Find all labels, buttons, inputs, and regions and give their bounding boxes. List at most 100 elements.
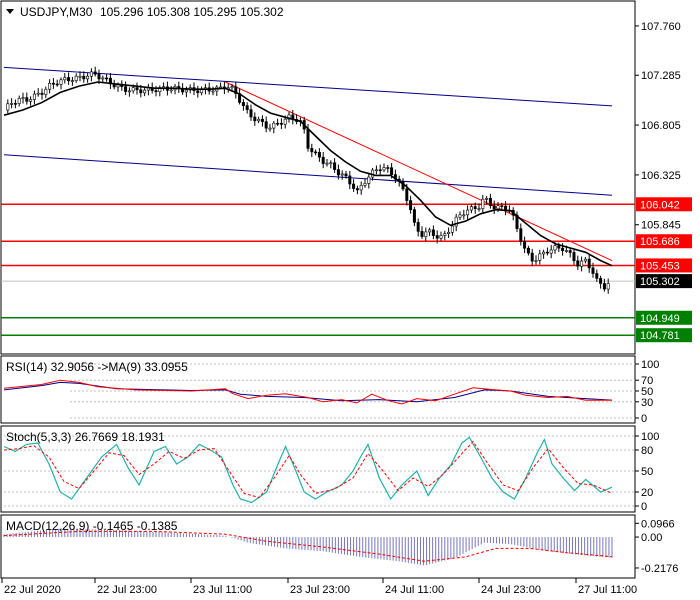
- time-axis-label: 24 Jul 11:00: [385, 584, 444, 596]
- candle-body: [390, 167, 394, 175]
- candle-body: [97, 73, 101, 80]
- level-price-label: 106.042: [640, 199, 680, 211]
- moving-average-line: [3, 81, 613, 267]
- candle-body: [359, 185, 363, 191]
- candle-body: [51, 82, 55, 85]
- candle-body: [6, 103, 10, 111]
- candle-body: [139, 89, 143, 94]
- candle-body: [74, 75, 78, 81]
- rsi-axis-tick-label: 30: [641, 397, 653, 409]
- candle-body: [557, 245, 561, 249]
- current-price-box: [636, 274, 692, 289]
- candle-body: [154, 90, 158, 93]
- candle-body: [249, 109, 253, 118]
- candle-body: [526, 247, 530, 254]
- rsi-panel[interactable]: [0, 355, 636, 424]
- candle-body: [458, 214, 462, 218]
- candle-body: [435, 235, 439, 239]
- candle-body: [580, 260, 584, 267]
- stoch-axis-tick-label: 100: [641, 431, 659, 443]
- candle-body: [131, 87, 135, 92]
- level-price-box: [636, 234, 692, 249]
- candle-body: [344, 173, 348, 177]
- candle-body: [443, 233, 447, 236]
- candle-body: [135, 87, 139, 91]
- stoch-axis-tick-label: 50: [641, 466, 653, 478]
- candle-body: [488, 198, 492, 207]
- current-price-label: 105.302: [640, 276, 680, 288]
- candle-body: [572, 252, 576, 262]
- candle-body: [36, 92, 40, 95]
- price-axis-tick-label: 105.845: [641, 220, 681, 232]
- candle-body: [333, 162, 337, 170]
- level-price-box: [636, 197, 692, 212]
- candle-body: [450, 225, 454, 233]
- rsi-axis-tick-label: 100: [641, 359, 659, 371]
- candle-body: [306, 128, 310, 149]
- candle-body: [428, 229, 432, 233]
- candle-body: [67, 77, 71, 82]
- candle-body: [568, 250, 572, 253]
- candle-body: [59, 79, 63, 85]
- channel-lower-line: [3, 154, 613, 196]
- time-axis-label: 22 Jul 23:00: [97, 584, 157, 596]
- candle-body: [363, 183, 367, 186]
- candle-body: [196, 90, 200, 94]
- candle-body: [10, 103, 14, 105]
- level-price-label: 105.686: [640, 236, 680, 248]
- candle-body: [431, 229, 435, 236]
- stoch-label: Stoch(5,3,3) 26.7669 18.1931: [6, 430, 165, 444]
- trend-line: [225, 81, 613, 262]
- candle-body: [439, 235, 443, 239]
- level-price-label: 104.781: [640, 330, 680, 342]
- time-axis-label: 23 Jul 11:00: [193, 584, 252, 596]
- candle-body: [519, 228, 523, 242]
- candle-body: [283, 118, 287, 125]
- macd-signal-line: [3, 530, 613, 562]
- price-axis-tick-label: 106.805: [641, 120, 681, 132]
- candle-body: [329, 162, 333, 165]
- level-price-box: [636, 258, 692, 273]
- candle-body: [549, 249, 553, 254]
- candle-body: [561, 247, 565, 251]
- candle-body: [317, 152, 321, 158]
- candle-body: [230, 86, 234, 89]
- main-panel[interactable]: [0, 0, 636, 355]
- candle-body: [44, 88, 48, 95]
- candle-body: [264, 121, 268, 129]
- stoch-axis-tick-label: 20: [641, 487, 653, 499]
- candle-body: [466, 209, 470, 216]
- ohlc-values: 105.296 105.308 105.295 105.302: [100, 5, 284, 19]
- level-price-label: 105.453: [640, 260, 680, 272]
- candle-body: [55, 83, 59, 86]
- rsi-axis-tick-label: 0: [641, 413, 647, 425]
- candle-body: [454, 216, 458, 227]
- candle-body: [587, 258, 591, 269]
- candle-body: [234, 86, 238, 94]
- candle-body: [40, 92, 44, 95]
- triangle-down-icon[interactable]: [6, 9, 14, 14]
- candle-body: [591, 267, 595, 274]
- candle-body: [412, 209, 416, 223]
- candle-body: [462, 214, 466, 217]
- level-price-box: [636, 328, 692, 343]
- candle-body: [29, 99, 33, 102]
- candle-body: [473, 206, 477, 209]
- candle-body: [606, 283, 610, 290]
- candle-body: [211, 90, 215, 93]
- macd-axis-tick-label: 0.00: [641, 532, 662, 544]
- candle-body: [287, 114, 291, 120]
- candle-body: [89, 71, 93, 77]
- candle-body: [48, 82, 52, 90]
- candle-body: [32, 93, 36, 100]
- macd-label: MACD(12,26,9) -0.1465 -0.1385: [6, 519, 178, 533]
- candle-body: [367, 176, 371, 184]
- macd-axis-tick-label: 0.0966: [641, 518, 675, 530]
- candle-body: [477, 208, 481, 210]
- candle-body: [86, 75, 90, 80]
- candle-body: [355, 188, 359, 191]
- candle-body: [538, 253, 542, 261]
- candle-body: [534, 260, 538, 262]
- rsi-line: [3, 379, 612, 405]
